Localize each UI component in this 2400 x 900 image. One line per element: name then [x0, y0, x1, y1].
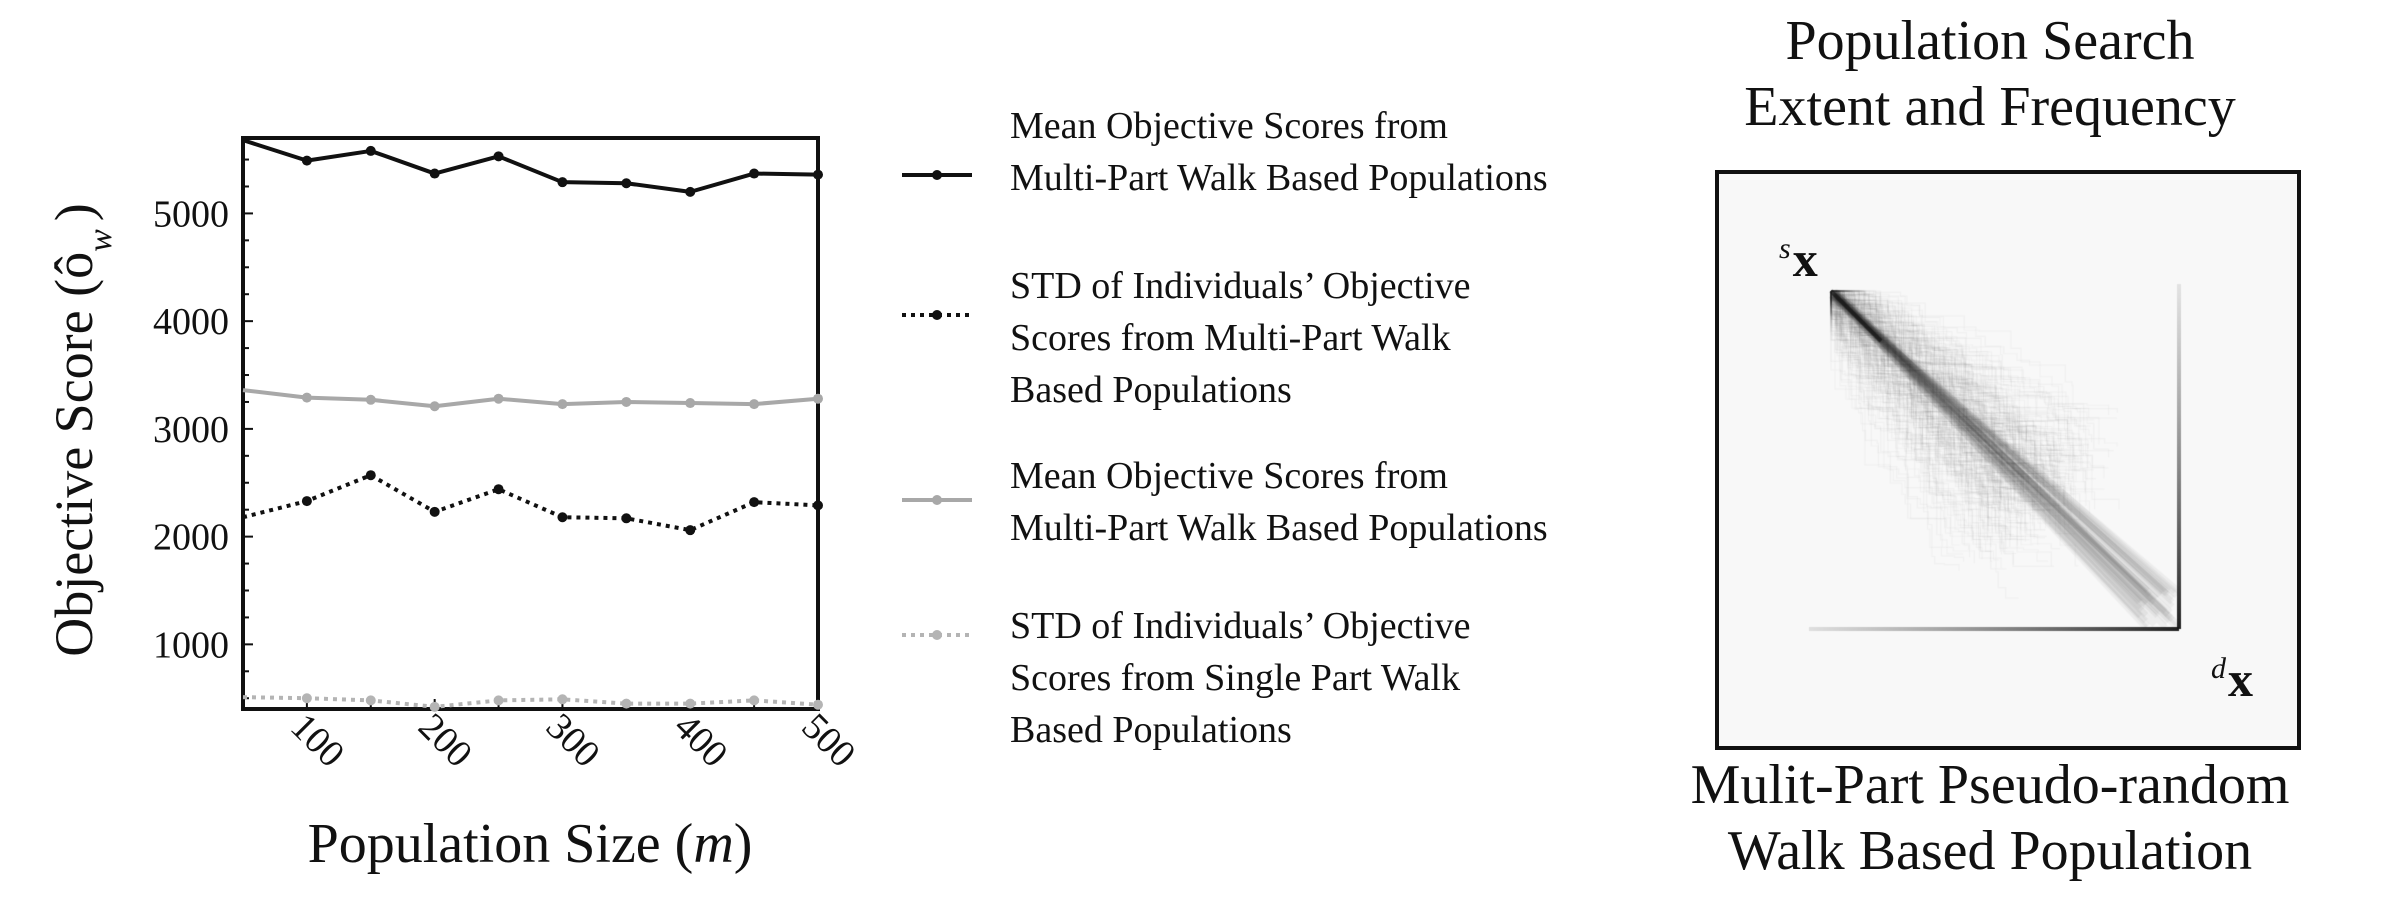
data-point: [813, 393, 823, 404]
legend-label-line: Scores from Single Part Walk: [1010, 657, 1461, 699]
y-tick-label: 2000: [153, 517, 229, 559]
axes: 1000 2000 3000 4000 5000 100 200 300 400 500: [153, 136, 863, 776]
data-point: [621, 396, 632, 407]
data-point: [429, 506, 440, 517]
data-point: [429, 401, 440, 412]
line-chart: 1000 2000 3000 4000 5000 100 200 300 400 500 Obje…: [44, 136, 863, 875]
data-point: [621, 513, 632, 524]
x-tick-label: 400: [666, 706, 736, 776]
heatmap-canvas: [1719, 174, 2297, 746]
y-axis-label-subscript: w: [82, 229, 119, 252]
legend-label-line: Scores from Multi-Part Walk: [1010, 317, 1451, 359]
data-point: [429, 701, 440, 712]
data-point: [749, 497, 760, 508]
series-line: [242, 138, 819, 194]
end-point-label-main: x: [2228, 651, 2253, 707]
heatmap-caption: Mulit-Part Pseudo-random Walk Based Popu…: [1660, 752, 2320, 884]
data-point: [813, 169, 823, 180]
legend-label-line: Mean Objective Scores from: [1010, 455, 1448, 497]
y-tick-label: 1000: [153, 624, 229, 666]
data-point: [685, 398, 696, 409]
legend-label-line: Mean Objective Scores from: [1010, 105, 1448, 147]
y-tick-label: 4000: [153, 301, 229, 343]
data-point: [685, 525, 696, 536]
data-point: [493, 393, 504, 404]
data-point: [557, 512, 568, 523]
series-group: [242, 138, 823, 712]
start-point-label-main: x: [1792, 231, 1818, 287]
data-point: [365, 695, 376, 706]
data-point: [749, 168, 760, 179]
data-point: [749, 695, 760, 706]
heatmap-caption-line: Walk Based Population: [1727, 820, 2253, 882]
series-line: [242, 473, 819, 533]
start-point-label: sx: [1779, 224, 1818, 284]
heatmap-title: Population Search Extent and Frequency: [1660, 8, 2320, 140]
legend-label-line: STD of Individuals’ Objective: [1010, 605, 1471, 647]
data-point: [493, 151, 504, 162]
legend-item: Mean Objective Scores from Multi-Part Wa…: [900, 450, 1660, 580]
x-tick-label: 200: [410, 706, 480, 776]
data-point: [365, 145, 376, 156]
end-point-label-sup: d: [2211, 652, 2226, 685]
data-point: [365, 470, 376, 481]
data-point: [493, 695, 504, 706]
x-axis-label-variable: m: [693, 813, 733, 875]
heatmap-title-line: Extent and Frequency: [1744, 76, 2236, 138]
data-point: [621, 178, 632, 189]
legend-label: STD of Individuals’ Objective Scores fro…: [1010, 260, 1660, 416]
data-point: [365, 394, 376, 405]
data-point: [301, 392, 312, 403]
data-point: [813, 500, 823, 511]
legend-swatch: [902, 495, 972, 505]
series-1: [242, 138, 823, 197]
data-point: [301, 496, 312, 507]
heatmap-title-line: Population Search: [1785, 10, 2195, 72]
x-tick-label: 500: [793, 706, 863, 776]
plot-frame: [241, 136, 820, 711]
data-point: [685, 698, 696, 709]
y-tick-label: 5000: [153, 193, 229, 235]
series-line: [242, 388, 819, 409]
search-density-heatmap: sx dx: [1715, 170, 2301, 750]
series-line: [242, 695, 819, 709]
x-tick-label: 100: [282, 706, 352, 776]
series-3: [242, 388, 823, 412]
data-point: [429, 168, 440, 179]
legend-swatch: [902, 170, 972, 180]
y-tick-label: 3000: [153, 409, 229, 451]
data-point: [621, 698, 632, 709]
data-point: [301, 693, 312, 704]
legend-label-line: Based Populations: [1010, 709, 1292, 751]
series-4: [242, 693, 823, 712]
data-point: [557, 177, 568, 188]
data-point: [557, 399, 568, 410]
legend-label: STD of Individuals’ Objective Scores fro…: [1010, 600, 1660, 756]
legend-item: Mean Objective Scores from Multi-Part Wa…: [900, 100, 1660, 230]
legend-label-line: Based Populations: [1010, 369, 1292, 411]
data-point: [813, 699, 823, 710]
legend-label-line: Multi-Part Walk Based Populations: [1010, 157, 1548, 199]
legend-swatch: [902, 310, 972, 320]
data-point: [557, 694, 568, 705]
data-point: [685, 186, 696, 197]
legend-item: STD of Individuals’ Objective Scores fro…: [900, 260, 1660, 411]
x-tick-label: 300: [538, 706, 608, 776]
legend-item: STD of Individuals’ Objective Scores fro…: [900, 600, 1660, 751]
data-point: [301, 155, 312, 166]
legend-label-line: STD of Individuals’ Objective: [1010, 265, 1471, 307]
legend-swatch: [902, 630, 972, 640]
data-point: [749, 399, 760, 410]
heatmap-caption-line: Mulit-Part Pseudo-random: [1690, 754, 2290, 816]
data-point: [493, 484, 504, 495]
legend-label: Mean Objective Scores from Multi-Part Wa…: [1010, 100, 1660, 204]
start-point-label-sup: s: [1779, 232, 1791, 265]
end-point-label: dx: [2211, 644, 2253, 704]
series-2: [242, 470, 823, 536]
y-axis-label: Objective Score (ôw): [44, 203, 119, 657]
y-axis-label-close: ): [44, 203, 104, 221]
legend-label: Mean Objective Scores from Multi-Part Wa…: [1010, 450, 1660, 554]
legend-label-line: Multi-Part Walk Based Populations: [1010, 507, 1548, 549]
x-axis-label: Population Size (m): [308, 813, 753, 875]
